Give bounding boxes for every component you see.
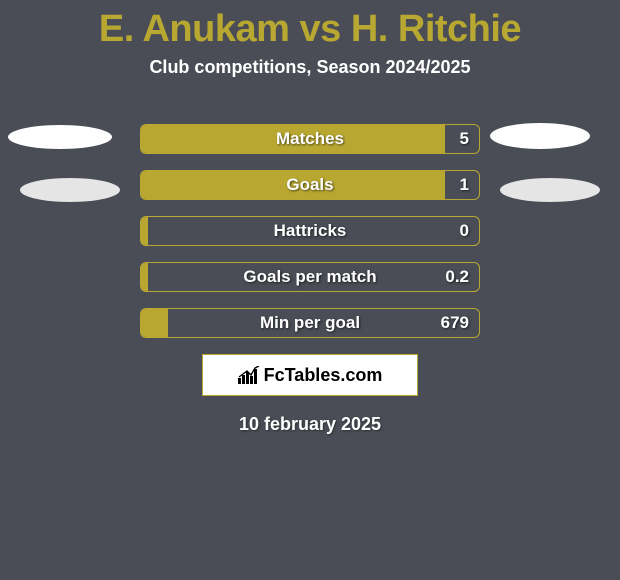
subtitle: Club competitions, Season 2024/2025 <box>0 57 620 78</box>
stat-row: Goals1 <box>140 170 480 200</box>
player-2-name: H. Ritchie <box>351 8 521 50</box>
stat-row: Matches5 <box>140 124 480 154</box>
date-label: 10 february 2025 <box>0 414 620 435</box>
decorative-oval <box>8 125 112 149</box>
stat-row: Min per goal679 <box>140 308 480 338</box>
stat-row: Hattricks0 <box>140 216 480 246</box>
player-1-name: E. Anukam <box>99 8 289 50</box>
stat-value: 0 <box>460 221 469 241</box>
stat-value: 5 <box>460 129 469 149</box>
brand-text: FcTables.com <box>264 365 383 386</box>
stats-panel: Matches5Goals1Hattricks0Goals per match0… <box>140 124 480 338</box>
vs-separator: vs <box>299 8 340 50</box>
stat-label: Goals per match <box>141 267 479 287</box>
stat-value: 679 <box>441 313 469 333</box>
bars-icon <box>238 366 260 384</box>
decorative-oval <box>500 178 600 202</box>
page-title: E. Anukam vs H. Ritchie <box>0 0 620 51</box>
stat-label: Matches <box>141 129 479 149</box>
stat-value: 1 <box>460 175 469 195</box>
stat-label: Hattricks <box>141 221 479 241</box>
decorative-oval <box>490 123 590 149</box>
stat-label: Goals <box>141 175 479 195</box>
stat-row: Goals per match0.2 <box>140 262 480 292</box>
stat-value: 0.2 <box>445 267 469 287</box>
decorative-oval <box>20 178 120 202</box>
brand-badge[interactable]: FcTables.com <box>202 354 418 396</box>
stat-label: Min per goal <box>141 313 479 333</box>
